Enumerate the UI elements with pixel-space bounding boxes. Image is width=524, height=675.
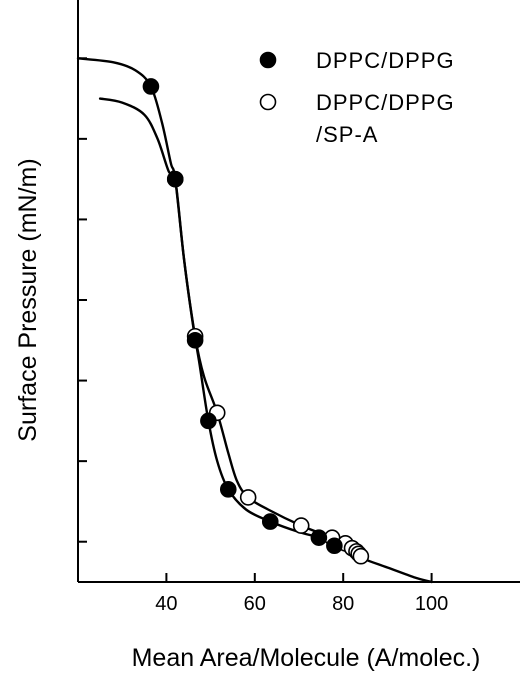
x-tick-label: 60	[244, 593, 266, 615]
curves	[76, 57, 433, 584]
y-axis-title: Surface Pressure (mN/m)	[14, 158, 42, 441]
filled-circle-point	[166, 170, 184, 188]
filled-circle-point	[186, 331, 204, 349]
axis-labels: Mean Area/Molecule (A/molec.) Surface Pre…	[14, 158, 480, 672]
legend-label-2: /SP-A	[316, 122, 378, 147]
open-circle-point	[292, 517, 310, 534]
x-tick-label: 80	[332, 593, 354, 615]
open-circle-point	[239, 489, 257, 506]
legend-open-circle-marker	[259, 93, 277, 111]
legend: DPPC/DPPG DPPC/DPPG/SP-A	[259, 48, 455, 147]
open-circle-point	[352, 547, 370, 565]
filled-circle-point	[219, 481, 237, 498]
legend-label-2: DPPC/DPPG	[316, 90, 455, 115]
x-axis-title: Mean Area/Molecule (A/molec.)	[132, 644, 481, 672]
data-points	[142, 78, 370, 565]
legend-filled-circle-marker	[259, 51, 277, 69]
x-tick-label: 40	[155, 593, 177, 615]
axes: 40 60 80 100	[77, 0, 520, 615]
filled-circle-point	[142, 78, 160, 95]
x-tick-label: 100	[415, 593, 448, 615]
filled-circle-point	[310, 529, 328, 546]
filled-circle-point	[326, 537, 343, 555]
filled-circle-point	[261, 513, 279, 530]
legend-label-1: DPPC/DPPG	[316, 48, 455, 73]
filled-circle-point	[200, 412, 217, 430]
